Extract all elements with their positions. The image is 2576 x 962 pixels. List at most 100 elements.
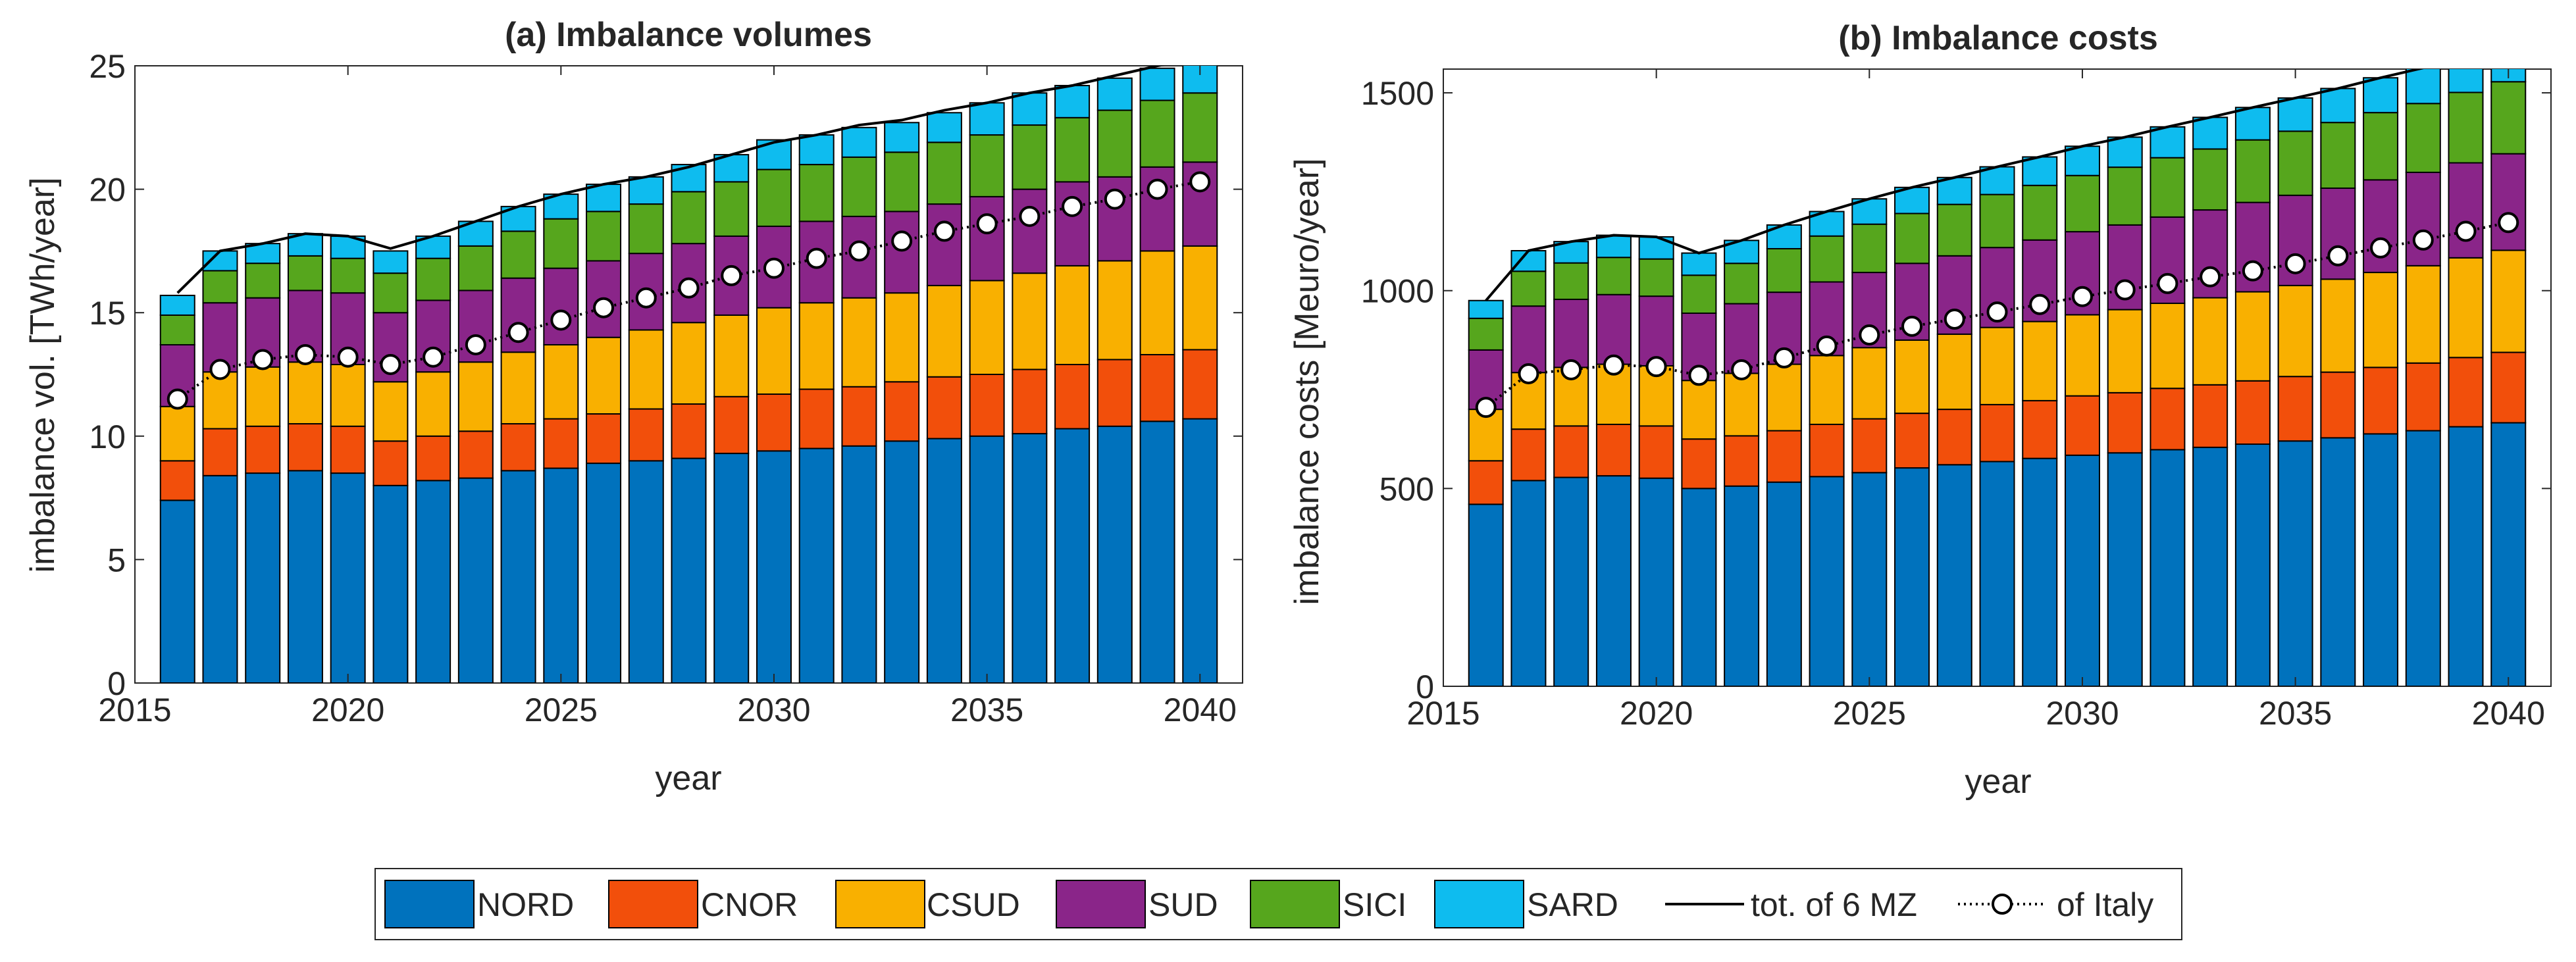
bar-csud	[926, 284, 962, 378]
bar-csud	[586, 336, 622, 415]
bar-cnor	[1182, 349, 1218, 420]
bar-sici	[926, 141, 962, 205]
italy-point	[635, 287, 657, 309]
bar-cnor	[2405, 362, 2441, 432]
legend-label-italy: of Italy	[2057, 886, 2153, 923]
bar-nord	[841, 445, 877, 683]
legend-swatch-nord	[384, 880, 475, 928]
italy-point	[2242, 260, 2263, 282]
bar-sici	[159, 314, 195, 345]
bar-nord	[2107, 452, 2143, 686]
bar-nord	[287, 470, 323, 683]
bar-sud	[1553, 298, 1589, 368]
x-tick-label: 2030	[737, 692, 810, 728]
bar-sici	[884, 151, 920, 213]
italy-point	[678, 277, 700, 299]
bar-sard	[2022, 156, 2058, 186]
bar-cnor	[373, 440, 409, 486]
italy-point	[1901, 315, 1923, 337]
bar-nord	[756, 450, 792, 683]
bar-sard	[884, 122, 920, 153]
bar-cnor	[1012, 368, 1048, 435]
bar-sici	[1979, 193, 2015, 249]
y-axis-label: imbalance vol. [TWh/year]	[24, 177, 62, 572]
bar-sard	[2150, 126, 2186, 159]
bar-sard	[2107, 136, 2143, 168]
legend-label-total: tot. of 6 MZ	[1751, 886, 1917, 923]
bar-sici	[202, 270, 238, 304]
bar-nord	[628, 460, 664, 683]
bar-sici	[1936, 203, 1972, 257]
bar-sici	[2277, 130, 2313, 196]
bar-nord	[543, 467, 579, 683]
bar-sard	[1595, 234, 1632, 259]
bar-cnor	[713, 395, 750, 455]
bar-csud	[628, 329, 664, 410]
chart-title: (b) Imbalance costs	[1838, 19, 2157, 57]
italy-point	[976, 213, 998, 235]
bar-csud	[1851, 347, 1888, 420]
bar-csud	[713, 314, 750, 397]
bar-sard	[1979, 166, 2015, 195]
italy-point	[337, 346, 359, 368]
bar-sici	[586, 211, 622, 262]
italy-point	[1731, 359, 1753, 380]
legend-label-cnor: CNOR	[701, 886, 798, 923]
italy-point	[933, 220, 955, 242]
bar-nord	[1096, 425, 1133, 683]
bar-sud	[2490, 153, 2527, 251]
x-tick-label: 2015	[1406, 695, 1480, 732]
bar-nord	[330, 472, 366, 683]
bar-csud	[2234, 291, 2271, 382]
bar-csud	[841, 297, 877, 388]
bar-sici	[841, 156, 877, 217]
bar-sud	[841, 215, 877, 299]
bar-sici	[671, 191, 707, 245]
legend-swatch-cnor	[608, 880, 698, 928]
bar-sard	[969, 102, 1005, 136]
bar-sici	[1096, 109, 1133, 178]
legend-italy-marker	[1992, 894, 2013, 915]
bar-cnor	[1468, 460, 1504, 505]
italy-point	[423, 346, 444, 368]
bar-csud	[543, 343, 579, 420]
x-tick-label: 2025	[525, 692, 598, 728]
italy-point	[465, 334, 486, 355]
bar-sici	[2107, 166, 2143, 226]
bar-csud	[287, 361, 323, 425]
bar-nord	[2234, 443, 2271, 686]
bar-cnor	[159, 460, 195, 501]
bar-nord	[1936, 464, 1972, 686]
bar-sard	[373, 250, 409, 274]
bar-csud	[330, 363, 366, 427]
bar-cnor	[671, 403, 707, 459]
bar-sici	[969, 134, 1005, 197]
bar-nord	[2363, 433, 2399, 686]
bar-sard	[628, 176, 664, 205]
bar-sud	[1638, 295, 1674, 367]
bar-cnor	[1054, 363, 1091, 430]
italy-point	[721, 265, 742, 286]
bar-csud	[798, 302, 835, 390]
bar-cnor	[2022, 399, 2058, 459]
y-tick-label: 5	[107, 542, 126, 578]
x-tick-label: 2035	[950, 692, 1023, 728]
bar-csud	[756, 307, 792, 395]
chart-panel-a: (a) Imbalance volumes imbalance vol. [TW…	[24, 16, 1243, 797]
bar-sici	[373, 272, 409, 314]
legend-swatch-sard	[1434, 880, 1524, 928]
bar-sici	[543, 218, 579, 269]
bar-nord	[2192, 446, 2228, 686]
italy-point	[550, 309, 572, 331]
bar-sici	[1894, 213, 1930, 265]
bar-csud	[1724, 372, 1760, 437]
bar-nord	[245, 472, 281, 683]
bar-sard	[1139, 67, 1175, 101]
bar-sard	[2363, 77, 2399, 114]
bar-csud	[2150, 302, 2186, 390]
bar-sud	[884, 211, 920, 294]
italy-point	[1189, 171, 1211, 193]
y-tick-label: 0	[1416, 669, 1434, 705]
italy-point	[1986, 301, 2008, 323]
bar-csud	[1468, 409, 1504, 462]
